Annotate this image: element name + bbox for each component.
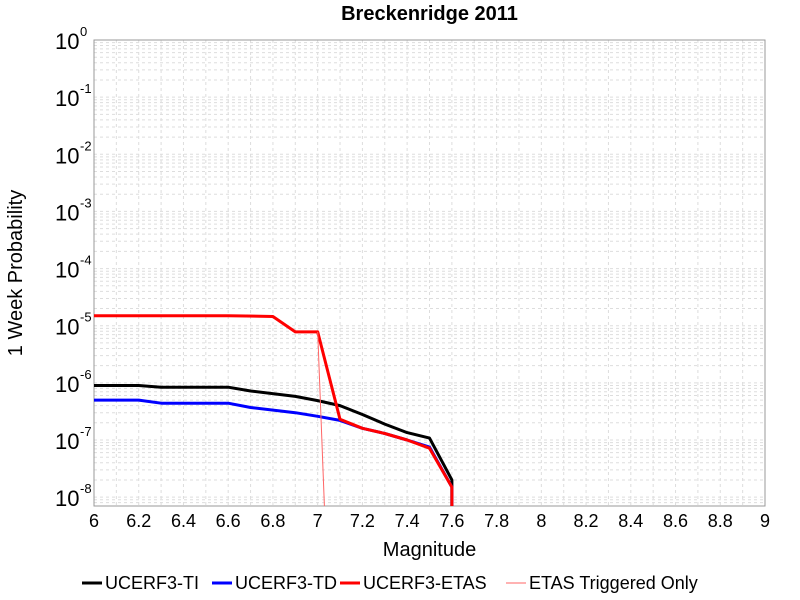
plot-area-frame — [93, 39, 766, 507]
series-lines — [94, 314, 454, 507]
y-tick-label: 10 — [55, 86, 79, 111]
legend: UCERF3-TI UCERF3-TD UCERF3-ETAS ETAS Trigge… — [82, 573, 698, 593]
x-tick-label: 7.6 — [439, 511, 464, 531]
x-tick-label: 6.8 — [260, 511, 285, 531]
x-tick-label: 6.6 — [216, 511, 241, 531]
x-tick-label: 7.4 — [395, 511, 420, 531]
y-tick-exponent: -1 — [80, 81, 92, 96]
y-tick-exponent: -2 — [80, 138, 92, 153]
y-tick-label: 10 — [55, 372, 79, 397]
y-tick-label: 10 — [55, 315, 79, 340]
y-tick-label: 10 — [55, 258, 79, 283]
y-tick-label: 10 — [55, 143, 79, 168]
grid — [93, 40, 766, 507]
legend-label-1: UCERF3-TD — [235, 573, 337, 593]
x-tick-label: 8.2 — [574, 511, 599, 531]
y-tick-exponent: 0 — [80, 24, 87, 39]
x-tick-label: 9 — [760, 511, 770, 531]
x-tick-label: 6.2 — [126, 511, 151, 531]
y-tick-exponent: -6 — [80, 367, 92, 382]
x-tick-label: 7.8 — [484, 511, 509, 531]
x-tick-label: 6 — [89, 511, 99, 531]
x-tick-label: 8.8 — [708, 511, 733, 531]
x-tick-label: 7.2 — [350, 511, 375, 531]
y-tick-exponent: -5 — [80, 310, 92, 325]
y-tick-label: 10 — [55, 29, 79, 54]
legend-label-2: UCERF3-ETAS — [363, 573, 487, 593]
y-tick-exponent: -4 — [80, 253, 92, 268]
legend-label-3: ETAS Triggered Only — [529, 573, 698, 593]
y-tick-exponent: -7 — [80, 424, 92, 439]
y-axis-label: 1 Week Probability — [5, 190, 27, 356]
x-tick-label: 8.4 — [618, 511, 643, 531]
x-tick-label: 6.4 — [171, 511, 196, 531]
y-tick-label: 10 — [55, 429, 79, 454]
x-tick-label: 8 — [536, 511, 546, 531]
chart-title: Breckenridge 2011 — [341, 3, 518, 25]
series-line-3 — [317, 331, 325, 507]
x-tick-label: 8.6 — [663, 511, 688, 531]
y-tick-label: 10 — [55, 486, 79, 511]
y-tick-exponent: -8 — [80, 481, 92, 496]
y-tick-label: 10 — [55, 200, 79, 225]
legend-label-0: UCERF3-TI — [105, 573, 199, 593]
series-line-2 — [94, 314, 454, 506]
y-tick-exponent: -3 — [80, 195, 92, 210]
x-tick-label: 7 — [313, 511, 323, 531]
series-line-0 — [94, 384, 454, 506]
x-tick-labels: 6 6.2 6.4 6.6 6.8 7 7.2 7.4 7.6 7.8 8 8.2 8.4 8.6 8.8 9 — [89, 511, 770, 531]
x-axis-label: Magnitude — [383, 539, 476, 561]
